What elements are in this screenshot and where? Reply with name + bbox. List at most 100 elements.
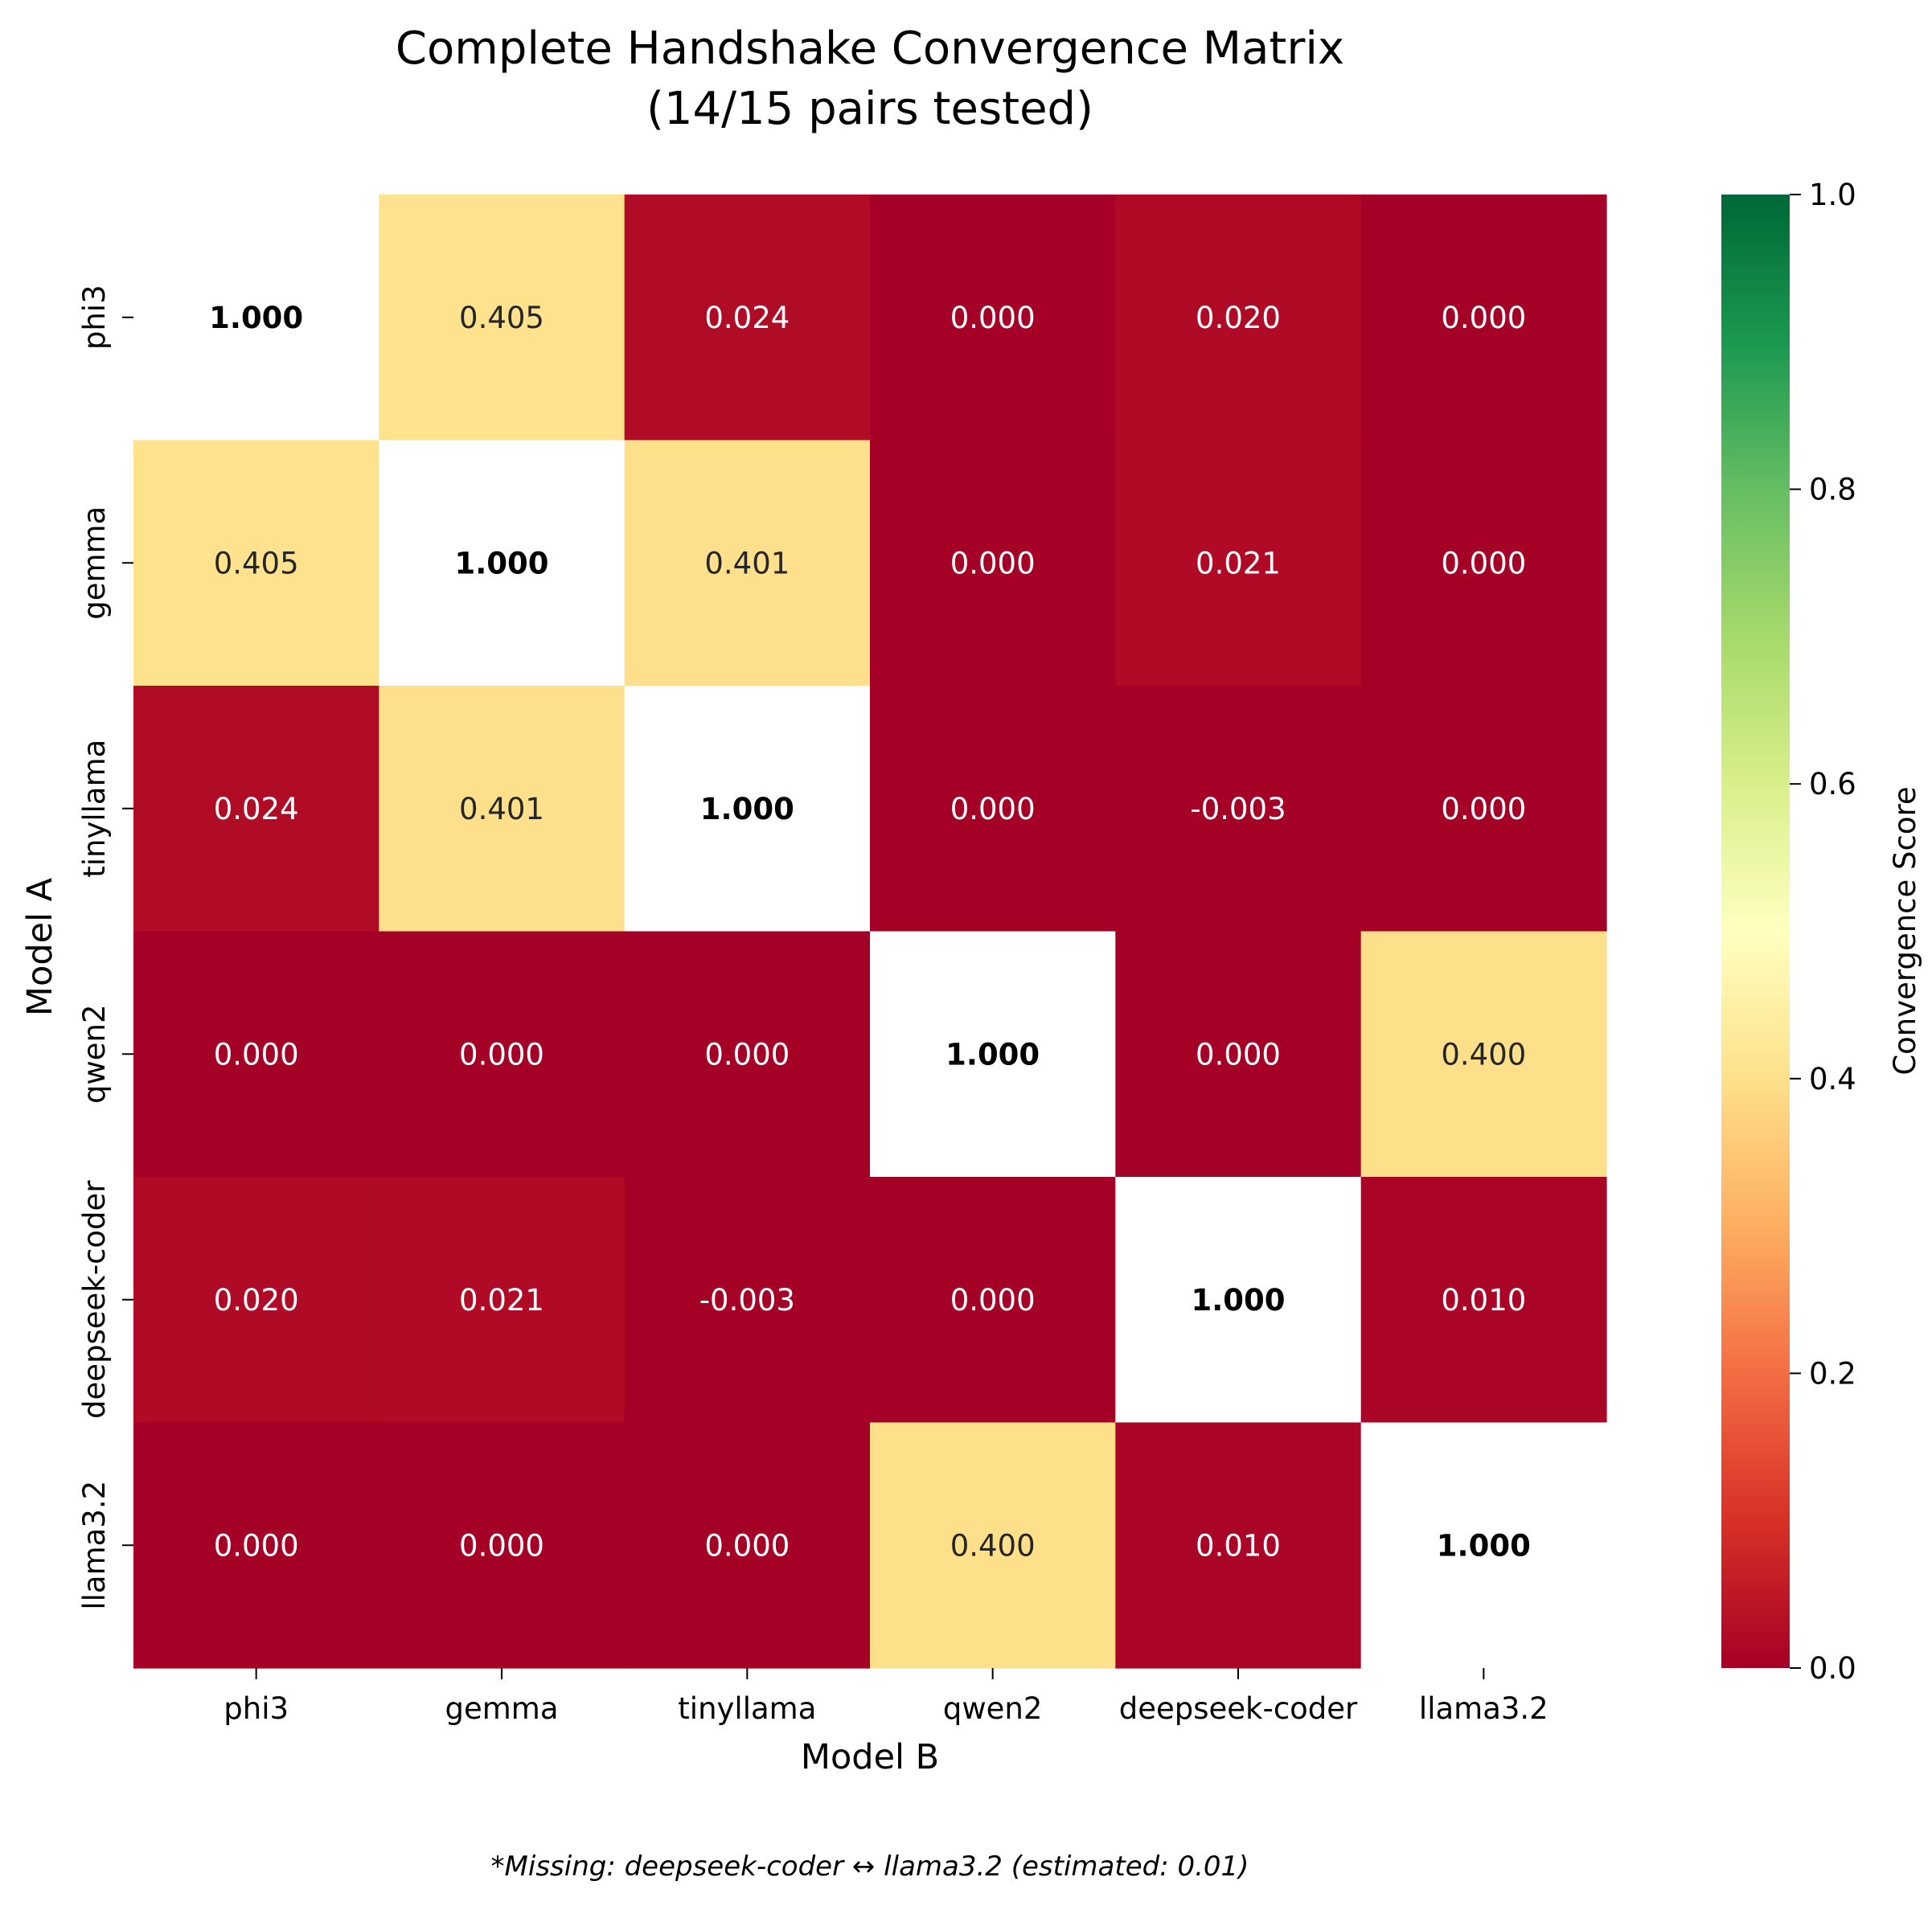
heatmap-cell xyxy=(1115,440,1362,687)
colorbar-ticks: 0.0 0.2 0.4 0.6 0.8 1.0 xyxy=(1790,178,1856,1686)
cell-value-label: 0.405 xyxy=(459,301,544,335)
cell-value-label: 0.000 xyxy=(459,1528,544,1563)
heatmap-cell xyxy=(379,1422,626,1669)
x-axis-ticks: phi3 gemma tinyllama qwen2 deepseek-coder lla… xyxy=(224,1668,1548,1726)
x-tick-label: llama3.2 xyxy=(1419,1691,1548,1726)
cell-value-label: 1.000 xyxy=(454,546,548,580)
cell-value-label: 0.000 xyxy=(1196,1037,1281,1072)
cell-value-label: 1.000 xyxy=(700,792,794,826)
heatmap-cell xyxy=(1360,931,1607,1178)
cell-value-label: 0.021 xyxy=(459,1283,544,1318)
colorbar-tick-label: 0.6 xyxy=(1809,767,1856,801)
y-tick-label: llama3.2 xyxy=(77,1481,112,1610)
cell-value-label: 0.024 xyxy=(214,792,299,826)
heatmap-cell xyxy=(1360,686,1607,932)
heatmap-cells: 1.000 0.405 0.024 0.000 0.020 0.000 0.405 1.000… xyxy=(133,195,1607,1669)
cell-value-label: 0.021 xyxy=(1196,546,1281,580)
colorbar-tick-label: 0.4 xyxy=(1809,1062,1856,1096)
cell-value-label: 0.000 xyxy=(1441,546,1526,580)
heatmap-cell xyxy=(379,686,626,932)
colorbar-tick-label: 0.8 xyxy=(1809,473,1856,507)
heatmap-cell xyxy=(133,1422,379,1669)
y-tick-label: deepseek-coder xyxy=(77,1180,112,1419)
cell-value-label: 0.401 xyxy=(459,792,544,826)
cell-value-label: 1.000 xyxy=(1191,1283,1285,1318)
cell-value-label: 0.000 xyxy=(1441,301,1526,335)
colorbar-tick-label: 0.0 xyxy=(1809,1651,1856,1686)
colorbar-tick-label: 1.0 xyxy=(1809,178,1856,212)
heatmap-cell xyxy=(870,440,1116,687)
x-tick-label: deepseek-coder xyxy=(1119,1691,1358,1726)
heatmap-cell-diagonal xyxy=(1115,1177,1362,1424)
y-tick-label: phi3 xyxy=(77,285,112,350)
cell-value-label: 1.000 xyxy=(1437,1528,1531,1563)
cell-value-label: 0.400 xyxy=(950,1528,1036,1563)
x-axis-label: Model B xyxy=(801,1737,939,1777)
heatmap-cell xyxy=(1115,931,1362,1178)
heatmap-cell xyxy=(624,931,871,1178)
x-tick-label: tinyllama xyxy=(678,1691,816,1726)
heatmap-cell xyxy=(1360,440,1607,687)
heatmap-cell xyxy=(133,931,379,1178)
heatmap-cell-diagonal xyxy=(379,440,626,687)
footnote: *Missing: deepseek-coder ↔ llama3.2 (est… xyxy=(491,1851,1249,1883)
chart-subtitle: (14/15 pairs tested) xyxy=(646,83,1093,135)
cell-value-label: 0.000 xyxy=(1441,792,1526,826)
cell-value-label: 1.000 xyxy=(209,301,303,335)
cell-value-label: 0.400 xyxy=(1441,1037,1526,1072)
colorbar xyxy=(1721,195,1790,1668)
cell-value-label: 0.405 xyxy=(214,546,299,580)
y-axis-label: Model A xyxy=(20,877,60,1016)
cell-value-label: 0.000 xyxy=(950,301,1036,335)
y-axis-ticks: phi3 gemma tinyllama qwen2 deepseek-coder lla… xyxy=(77,285,133,1610)
cell-value-label: 0.010 xyxy=(1441,1283,1526,1318)
cell-value-label: 0.020 xyxy=(214,1283,299,1318)
cell-value-label: 0.000 xyxy=(214,1528,299,1563)
heatmap-cell xyxy=(379,931,626,1178)
colorbar-tick-label: 0.2 xyxy=(1809,1356,1856,1391)
heatmap-cell-diagonal xyxy=(870,931,1116,1178)
heatmap-cell xyxy=(870,195,1116,441)
heatmap-cell-diagonal xyxy=(1360,1422,1607,1669)
heatmap-cell xyxy=(870,1177,1116,1424)
cell-value-label: 0.024 xyxy=(704,301,790,335)
heatmap-cell xyxy=(1360,195,1607,441)
cell-value-label: -0.003 xyxy=(1190,792,1286,826)
heatmap-cell xyxy=(1115,686,1362,932)
y-tick-label: qwen2 xyxy=(77,1004,112,1104)
cell-value-label: 0.000 xyxy=(950,1283,1036,1318)
cell-value-label: 0.000 xyxy=(950,546,1036,580)
y-tick-label: tinyllama xyxy=(77,740,112,878)
heatmap-cell xyxy=(1115,1422,1362,1669)
cell-value-label: 0.010 xyxy=(1196,1528,1281,1563)
heatmap-cell xyxy=(379,195,626,441)
x-tick-label: phi3 xyxy=(224,1691,289,1726)
heatmap-cell xyxy=(624,1422,871,1669)
cell-value-label: 0.000 xyxy=(704,1528,790,1563)
x-tick-label: gemma xyxy=(445,1691,558,1726)
heatmap-cell xyxy=(870,686,1116,932)
cell-value-label: 0.000 xyxy=(214,1037,299,1072)
chart-title: Complete Handshake Convergence Matrix xyxy=(396,23,1344,75)
heatmap-cell xyxy=(870,1422,1116,1669)
heatmap-cell xyxy=(1115,195,1362,441)
heatmap-cell xyxy=(133,440,379,687)
cell-value-label: 1.000 xyxy=(945,1037,1040,1072)
cell-value-label: 0.000 xyxy=(950,792,1036,826)
heatmap-cell xyxy=(1360,1177,1607,1424)
cell-value-label: 0.000 xyxy=(459,1037,544,1072)
heatmap-cell xyxy=(133,1177,379,1424)
heatmap-cell xyxy=(624,1177,871,1424)
cell-value-label: 0.020 xyxy=(1196,301,1281,335)
cell-value-label: 0.401 xyxy=(704,546,790,580)
colorbar-label: Convergence Score xyxy=(1888,786,1922,1075)
heatmap-cell-diagonal xyxy=(624,686,871,932)
heatmap-cell xyxy=(624,195,871,441)
x-tick-label: qwen2 xyxy=(943,1691,1043,1726)
y-tick-label: gemma xyxy=(77,506,112,620)
cell-value-label: -0.003 xyxy=(699,1283,795,1318)
heatmap-cell xyxy=(624,440,871,687)
cell-value-label: 0.000 xyxy=(704,1037,790,1072)
heatmap-cell xyxy=(133,686,379,932)
